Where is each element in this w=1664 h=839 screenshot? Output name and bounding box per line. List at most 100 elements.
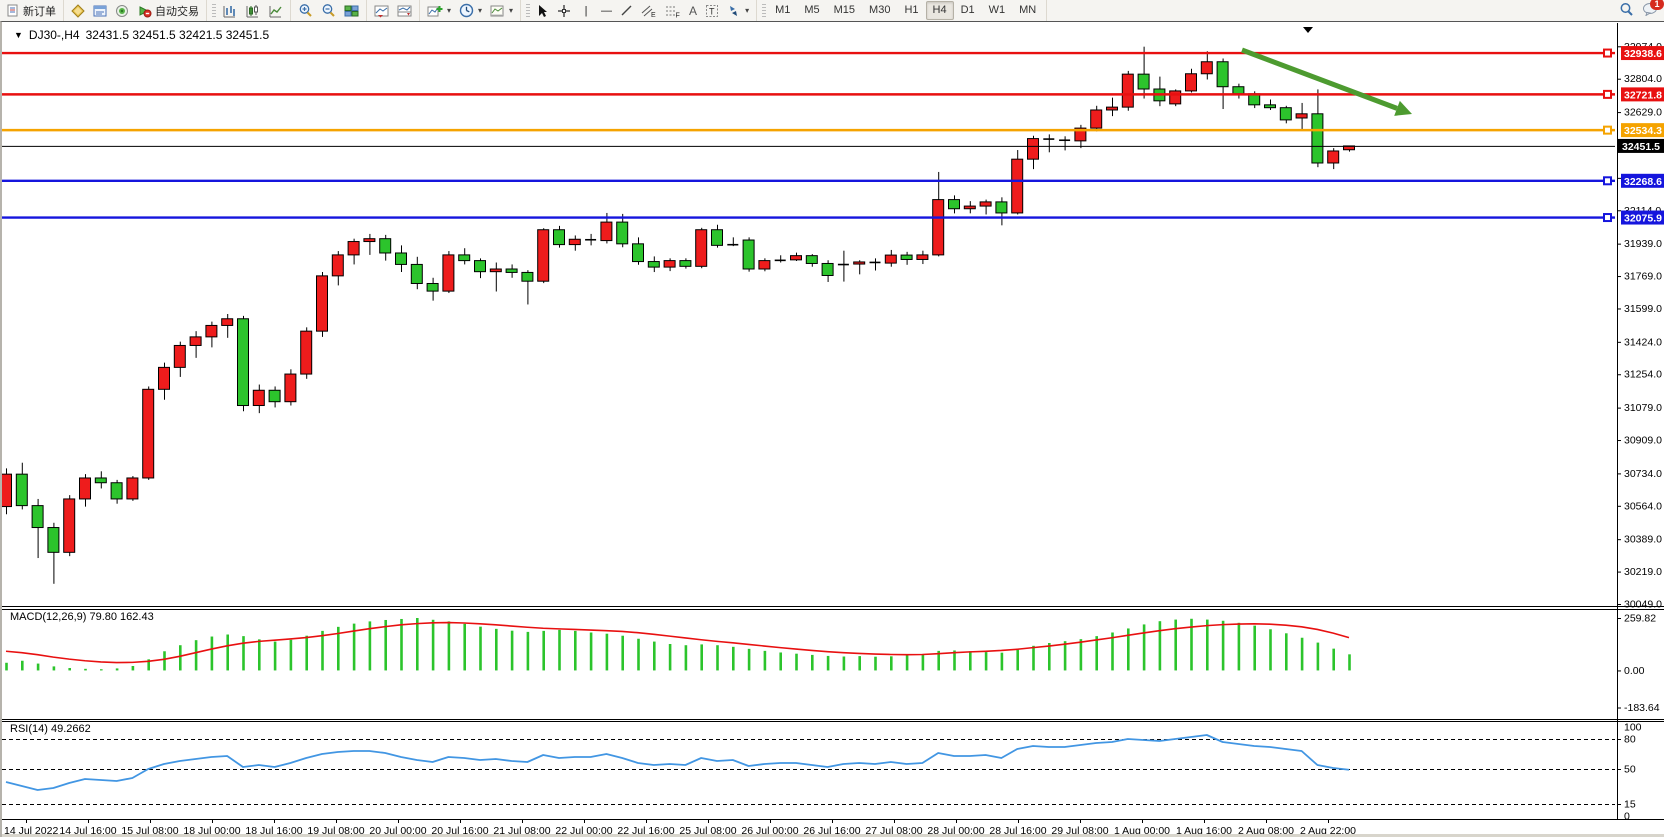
line-chart-button[interactable] [264,1,287,21]
svg-text:32804.0: 32804.0 [1624,73,1662,85]
svg-text:31939.0: 31939.0 [1624,238,1662,250]
svg-text:32451.5: 32451.5 [1622,141,1660,153]
bar-chart-button[interactable] [218,1,241,21]
svg-text:30734.0: 30734.0 [1624,468,1662,480]
svg-text:15: 15 [1624,799,1636,811]
chart-ohlc-values: 32431.5 32451.5 32421.5 32451.5 [85,28,270,42]
svg-text:80: 80 [1624,734,1636,746]
horizontal-line-32075.9[interactable]: 32075.9 [2,210,1664,225]
svg-text:30219.0: 30219.0 [1624,566,1662,578]
tf-d1-button[interactable]: D1 [960,4,975,16]
dropdown-arrow-icon: ▾ [745,6,750,15]
market-watch-button[interactable] [67,1,89,21]
svg-text:32268.6: 32268.6 [1624,176,1662,188]
zoom-in-button[interactable] [294,1,317,21]
text-a-icon: A [689,3,698,18]
svg-text:F: F [676,12,680,18]
horizontal-line-32268.6[interactable]: 32268.6 [2,173,1664,188]
chart-symbol-period: DJ30-,H4 [28,28,80,42]
fibonacci-tool-button[interactable]: F [661,1,685,21]
data-window-icon [93,4,107,18]
svg-text:31424.0: 31424.0 [1624,336,1662,348]
tf-w1-button[interactable]: W1 [988,4,1006,16]
svg-text:31769.0: 31769.0 [1624,271,1662,283]
tf-m30-button[interactable]: M30 [869,4,891,16]
tf-h1-button[interactable]: H1 [904,4,919,16]
trend-arrow[interactable] [1241,47,1412,116]
indicator-window-button[interactable] [370,1,393,21]
dropdown-arrow-icon: ▾ [447,6,452,15]
rsi-panel [2,734,1615,805]
svg-text:32938.6: 32938.6 [1624,48,1662,60]
trendline-tool-button[interactable] [616,1,637,21]
add-indicator-button[interactable]: ▾ [423,1,455,21]
zoom-out-button[interactable] [317,1,340,21]
auto-trading-button[interactable]: 自动交易 [133,1,203,21]
horizontal-line-tool-button[interactable]: — [597,1,616,21]
notifications-button[interactable]: 1 [1642,0,1664,19]
toolbar-grip [526,3,531,18]
svg-text:-183.64: -183.64 [1624,702,1660,714]
svg-text:31254.0: 31254.0 [1624,369,1662,381]
svg-text:32721.8: 32721.8 [1624,89,1662,101]
svg-text:32534.3: 32534.3 [1624,125,1662,137]
svg-text:32629.0: 32629.0 [1624,107,1662,119]
indicator-subwindow-button[interactable] [393,1,416,21]
svg-text:100: 100 [1624,722,1642,734]
macd-axis[interactable]: 259.82 0.00 -183.64 [1617,613,1660,715]
template-button[interactable]: ▾ [486,1,517,21]
timeframe-group: M1 M5 M15 M30 H1 H4 D1 W1 MN [757,0,1048,21]
svg-text:30909.0: 30909.0 [1624,435,1662,447]
insert-group: ▾ ▾ ▾ [420,0,522,21]
tf-m15-button[interactable]: M15 [833,4,856,16]
tile-windows-button[interactable] [340,1,363,21]
search-icon[interactable] [1619,2,1634,20]
channel-tool-button[interactable]: E [637,1,661,21]
crosshair-tool-button[interactable] [553,1,575,21]
data-window-button[interactable] [89,1,111,21]
toolbar-grip [762,3,767,18]
toolbar-grip [212,3,216,18]
new-order-button[interactable]: 新订单 [3,1,60,21]
svg-text:0.00: 0.00 [1624,665,1645,677]
svg-text:RSI(14) 49.2662: RSI(14) 49.2662 [10,723,91,735]
navigator-button[interactable] [111,1,133,21]
vline-icon: | [584,4,588,17]
chart-canvas[interactable]: 32974.032804.032629.032459.032284.032114… [2,22,1664,837]
tf-m5-button[interactable]: M5 [804,4,820,16]
horizontal-line-32938.6[interactable]: 32938.6 [2,46,1664,61]
text-label-tool-button[interactable]: T [701,1,723,21]
chart-title-collapse-icon[interactable]: ▼ [14,30,23,40]
chart-title: ▼ DJ30-,H4 32431.5 32451.5 32421.5 32451… [14,28,269,42]
svg-text:30049.0: 30049.0 [1624,599,1662,611]
arrows-tool-button[interactable]: ▾ [723,1,753,21]
market-watch-icon [71,3,85,18]
macd-label: MACD(12,26,9) 79.80 162.43 [10,611,154,623]
period-button[interactable]: ▾ [455,1,486,21]
objects-group: | — E F A T ▾ [521,0,758,21]
main-toolbar: 新订单 自动交易 [0,0,1664,22]
tf-m1-button[interactable]: M1 [775,4,791,16]
svg-text:31599.0: 31599.0 [1624,303,1662,315]
rsi-label: RSI(14) 49.2662 [10,723,91,735]
chart-type-group [207,0,291,21]
tf-h4-button[interactable]: H4 [925,1,954,20]
horizontal-line-32721.8[interactable]: 32721.8 [2,87,1664,102]
vertical-line-tool-button[interactable]: | [575,1,597,21]
window-tools-group [367,0,420,21]
svg-text:T: T [709,6,715,16]
tf-mn-button[interactable]: MN [1019,4,1037,16]
svg-text:30564.0: 30564.0 [1624,500,1662,512]
text-tool-button[interactable]: A [685,1,701,21]
svg-text:32075.9: 32075.9 [1624,213,1662,225]
toolbar-right: 1 [1619,0,1664,20]
zoom-group [291,0,367,21]
horizontal-line-32534.3[interactable]: 32534.3 [2,123,1664,138]
panels-group: 自动交易 [64,0,207,21]
dropdown-arrow-icon: ▾ [478,6,483,15]
cursor-tool-button[interactable] [532,1,553,21]
candlestick-chart-button[interactable] [241,1,264,21]
scroll-marker-icon [1303,27,1313,33]
